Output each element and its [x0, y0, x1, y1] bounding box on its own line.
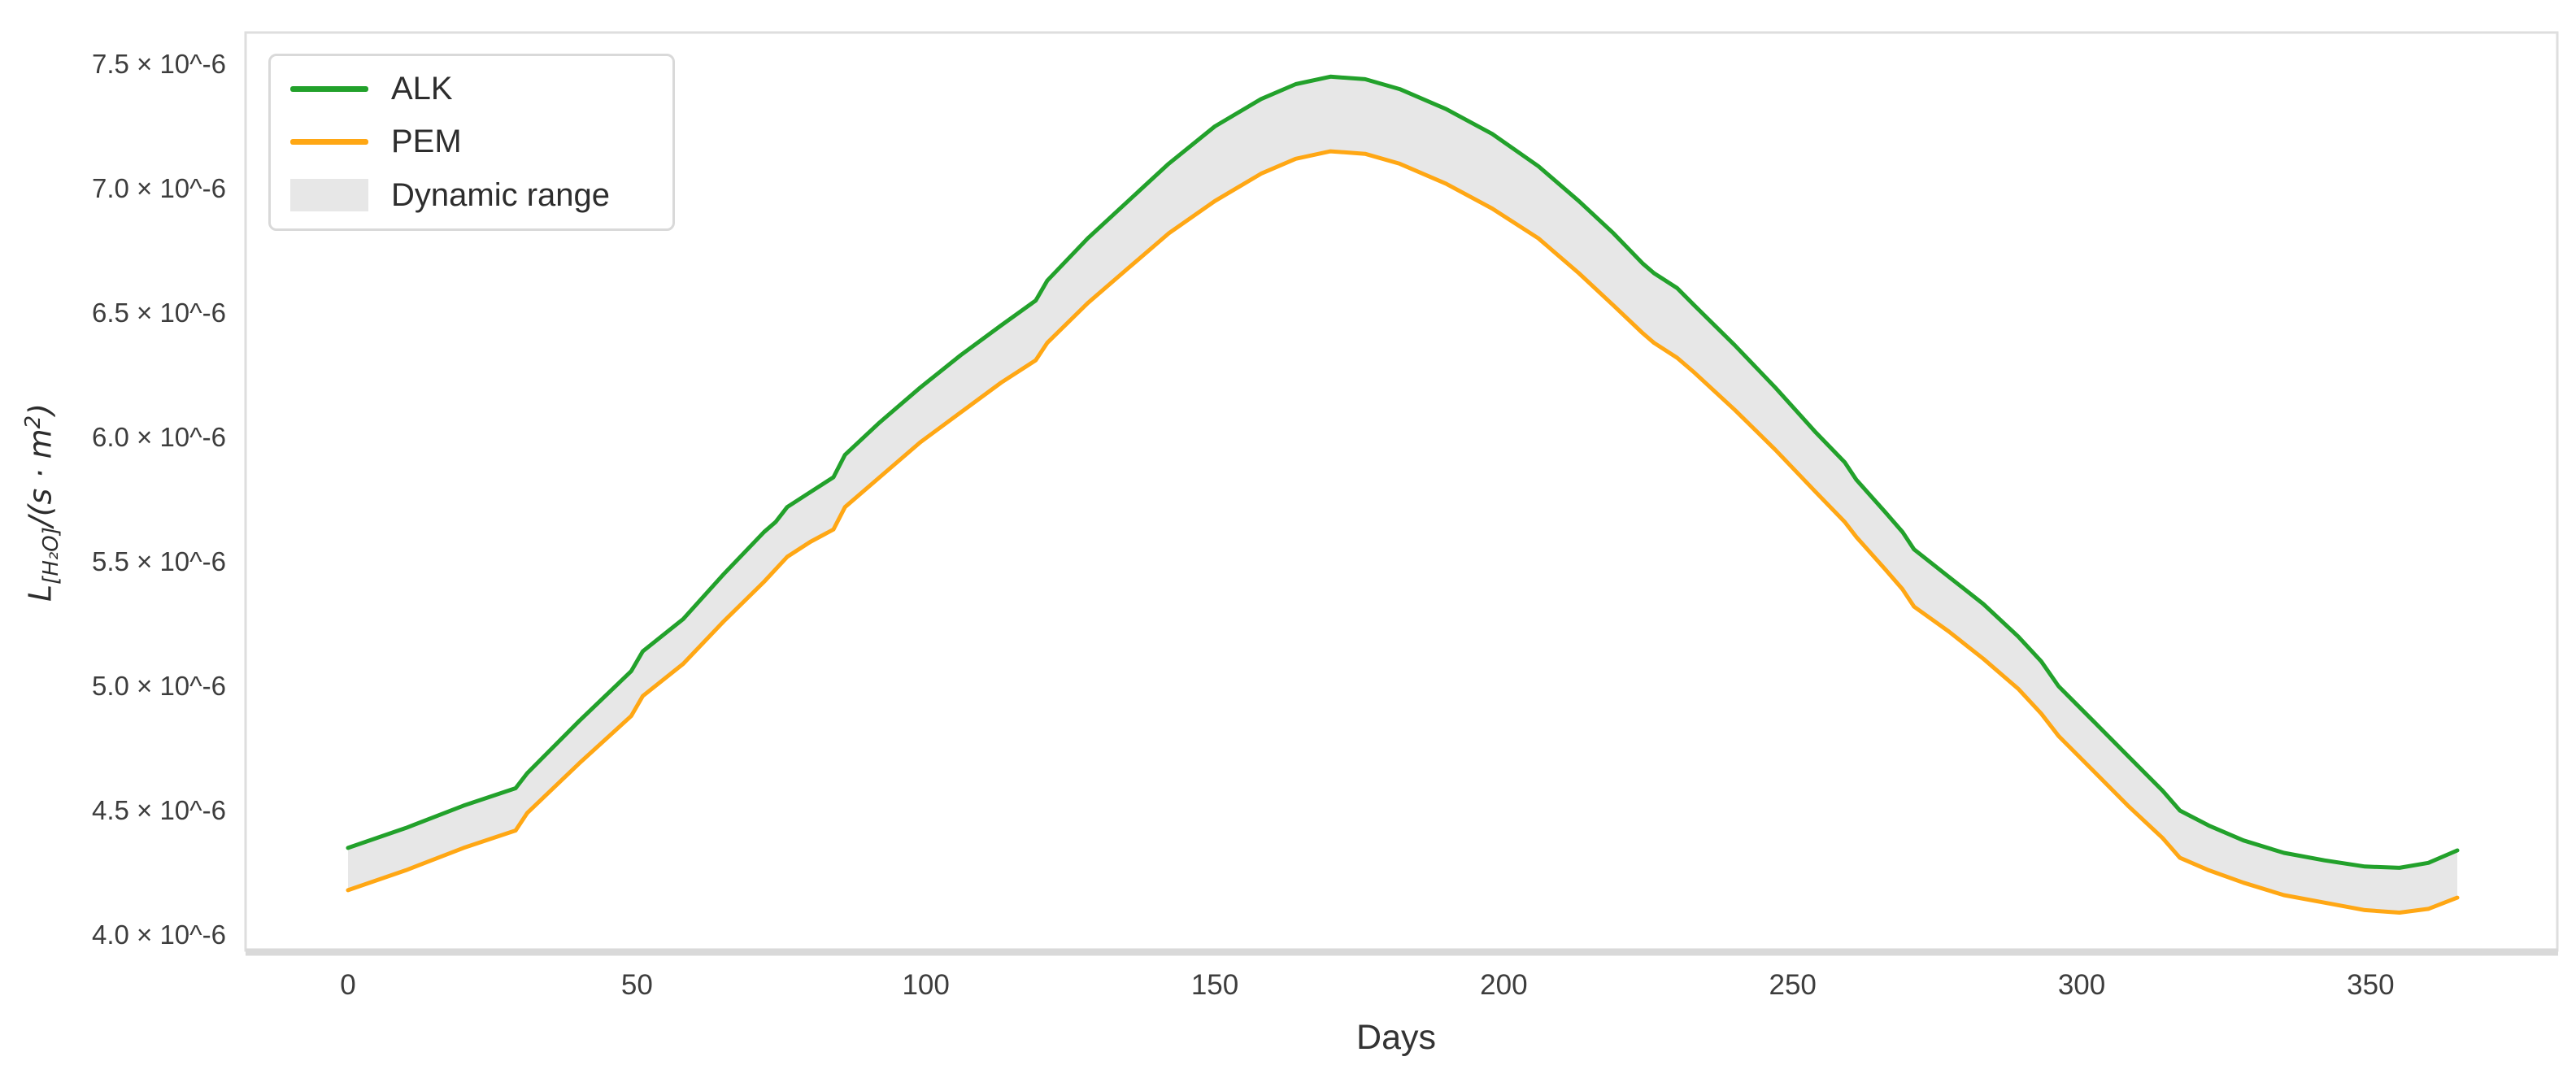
legend-item-label: Dynamic range — [391, 176, 611, 213]
legend-item-dynamic-range: Dynamic range — [271, 169, 672, 221]
x-tick-label: 0 — [340, 969, 356, 1001]
legend-item-pem: PEM — [271, 116, 672, 168]
legend: ALK PEM Dynamic range — [268, 54, 675, 231]
y-tick-label: 6.5 × 10^-6 — [91, 298, 226, 328]
legend-item-alk: ALK — [271, 63, 672, 115]
x-tick-label: 100 — [902, 969, 950, 1001]
x-tick-label: 300 — [2057, 969, 2106, 1001]
x-tick-label: 350 — [2347, 969, 2395, 1001]
x-tick-label: 50 — [620, 969, 653, 1001]
pem-line — [346, 149, 2460, 915]
legend-item-label: ALK — [391, 71, 453, 107]
x-tick-label: 200 — [1480, 969, 1528, 1001]
y-tick-label: 5.5 × 10^-6 — [91, 546, 226, 576]
x-tick-label: 150 — [1190, 969, 1239, 1001]
legend-line-swatch — [290, 86, 368, 93]
alk-line — [346, 74, 2460, 870]
legend-line-swatch — [290, 139, 368, 146]
y-tick-label: 4.5 × 10^-6 — [91, 795, 226, 825]
y-axis-title-superscript: 2 — [20, 415, 46, 429]
y-tick-label: 6.0 × 10^-6 — [91, 422, 226, 452]
y-tick-label: 7.0 × 10^-6 — [91, 173, 226, 203]
y-tick-label: 7.5 × 10^-6 — [91, 49, 226, 79]
y-axis-title-subscript: [H₂O] — [39, 527, 64, 585]
y-axis-title: L[H₂O]/(s · m2) — [20, 403, 64, 602]
legend-item-label: PEM — [391, 124, 462, 160]
x-tick-label: 250 — [1769, 969, 1817, 1001]
legend-band-swatch — [290, 179, 368, 212]
x-axis-title: Days — [1356, 1018, 1436, 1057]
y-tick-label: 4.0 × 10^-6 — [91, 920, 226, 950]
y-tick-label: 5.0 × 10^-6 — [91, 671, 226, 701]
